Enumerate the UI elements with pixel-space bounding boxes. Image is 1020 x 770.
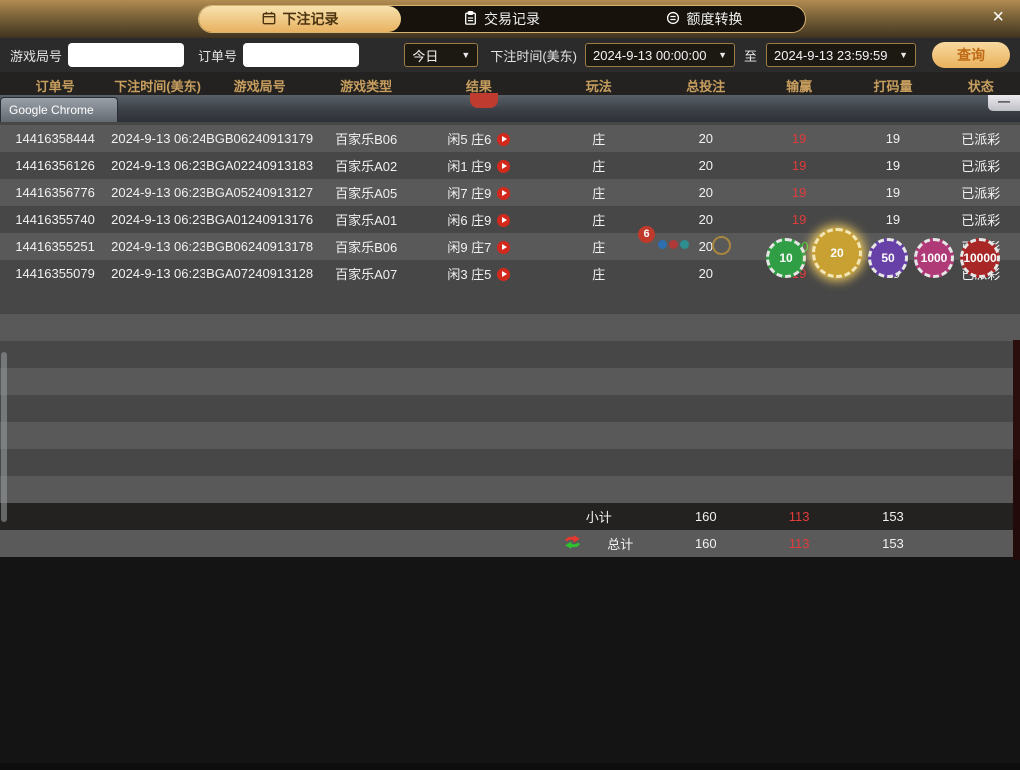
bet-chip[interactable]: 10000 (960, 238, 1000, 278)
modal-header: 下注记录 交易记录 额度转换 (0, 0, 1020, 38)
date-range-select[interactable]: 今日 ▼ (404, 43, 479, 67)
column-header: 订单号 (0, 72, 111, 98)
bet-time-label: 下注时间(美东) (490, 48, 577, 64)
search-button[interactable]: 查询 (932, 42, 1010, 68)
play-icon[interactable] (497, 268, 511, 281)
tab-label: 交易记录 (484, 11, 540, 27)
tab-label: 下注记录 (282, 11, 339, 27)
order-no-label: 订单号 (198, 48, 238, 64)
modal-tabs: 下注记录 交易记录 额度转换 (198, 5, 806, 33)
bet-chip[interactable]: 10 (766, 238, 806, 278)
window-title[interactable]: Google Chrome (0, 97, 118, 122)
minimize-button[interactable]: — (988, 95, 1020, 111)
time-to-select[interactable]: 2024-9-13 23:59:59 ▼ (766, 43, 916, 67)
table-row: 14416358444 2024-9-13 06:24 BGB06240913179… (0, 125, 1020, 152)
bet-chip-row: 10 20 50 1000 10000 (766, 228, 1000, 278)
tab-bet-records[interactable]: 下注记录 (199, 6, 401, 32)
column-header: 输赢 (753, 72, 845, 98)
column-header: 游戏类型 (314, 72, 419, 98)
play-icon[interactable] (497, 133, 511, 146)
empty-row (0, 287, 1020, 314)
tab-transaction-records[interactable]: 交易记录 (401, 6, 603, 32)
mini-chip-icon (680, 240, 689, 249)
chevron-down-icon: ▼ (718, 50, 727, 60)
game-round-label: 游戏局号 (10, 48, 63, 64)
tab-credit-transfer[interactable]: 额度转换 (603, 6, 805, 32)
tab-label: 额度转换 (686, 11, 743, 27)
bet-chip[interactable]: 20 (812, 228, 862, 278)
clipboard-icon (464, 10, 477, 28)
filter-bar: 游戏局号 订单号 今日 ▼ 下注时间(美东) 2024-9-13 00:00:0… (0, 38, 1020, 72)
empty-row (0, 341, 1020, 368)
order-no-input[interactable] (243, 43, 360, 67)
time-from-select[interactable]: 2024-9-13 00:00:00 ▼ (584, 43, 735, 67)
bet-records-modal: 下注记录 交易记录 额度转换 (0, 0, 1020, 557)
table-header-row: 订单号 下注时间(美东) 游戏局号 游戏类型 结果 玩法 总投注 输赢 打码量 状态 (0, 72, 1020, 98)
play-icon[interactable] (497, 214, 511, 227)
date-range-value: 今日 (412, 48, 439, 64)
scrollbar-thumb[interactable] (1, 352, 7, 522)
column-header: 状态 (941, 72, 1020, 98)
notification-blob (470, 93, 498, 108)
game-round-input[interactable] (68, 43, 185, 67)
records-table: 订单号 下注时间(美东) 游戏局号 游戏类型 结果 玩法 总投注 输赢 打码量 状态 144163… (0, 72, 1020, 557)
background-sliver (1013, 460, 1020, 560)
time-to-value: 2024-9-13 23:59:59 (774, 47, 888, 63)
table-row: 14416355079 2024-9-13 06:23 BGA07240913128… (0, 260, 1020, 287)
chevron-down-icon: ▼ (899, 50, 908, 60)
table-row: 14416355740 2024-9-13 06:23 BGA01240913176… (0, 206, 1020, 233)
to-label: 至 (743, 48, 757, 64)
empty-row (0, 476, 1020, 503)
bottom-strip (0, 763, 1020, 770)
close-icon[interactable]: × (992, 6, 1004, 28)
background-sliver (1013, 340, 1020, 460)
notification-badge: 6 (638, 226, 655, 243)
column-header: 下注时间(美东) (110, 72, 206, 98)
column-header: 玩法 (539, 72, 658, 98)
empty-row (0, 368, 1020, 395)
window-titlebar: Google Chrome — (0, 95, 1020, 122)
bet-chip[interactable]: 1000 (914, 238, 954, 278)
column-header: 总投注 (657, 72, 754, 98)
table-row: 14416355251 2024-9-13 06:23 BGB06240913178… (0, 233, 1020, 260)
calendar-icon (262, 11, 276, 28)
empty-row (0, 422, 1020, 449)
table-row: 14416356776 2024-9-13 06:23 BGA05240913127… (0, 179, 1020, 206)
mini-chip-icon (658, 240, 667, 249)
coin-transfer-icon (666, 11, 680, 28)
table-row: 14416356126 2024-9-13 06:23 BGA02240913183… (0, 152, 1020, 179)
play-icon[interactable] (497, 160, 511, 173)
column-header: 打码量 (844, 72, 942, 98)
empty-row (0, 449, 1020, 476)
chevron-down-icon: ▼ (461, 50, 471, 60)
subtotal-row: 小计 160 113 153 (0, 503, 1020, 530)
play-icon[interactable] (497, 241, 511, 254)
empty-row (0, 314, 1020, 341)
time-from-value: 2024-9-13 00:00:00 (592, 47, 707, 63)
coin-ring-icon (712, 236, 731, 255)
column-header: 游戏局号 (205, 72, 315, 98)
play-icon[interactable] (497, 187, 511, 200)
mini-chip-icon (669, 240, 678, 249)
empty-row (0, 395, 1020, 422)
bet-chip[interactable]: 50 (868, 238, 908, 278)
